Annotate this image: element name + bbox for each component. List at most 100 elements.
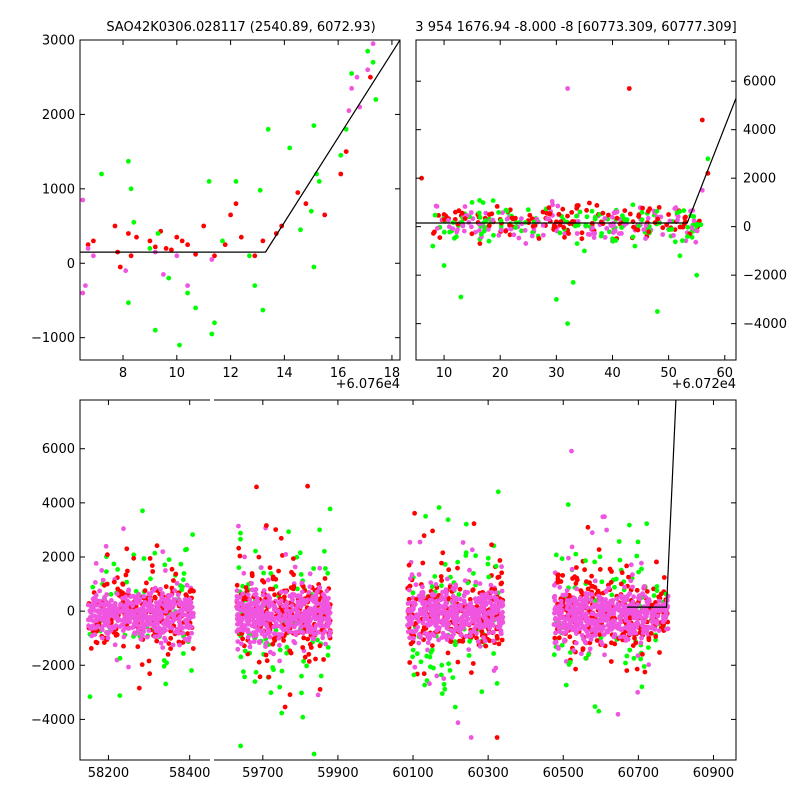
data-point-green (299, 673, 304, 679)
data-point-magenta (634, 615, 640, 621)
data-point-magenta (596, 612, 601, 618)
data-point-magenta (83, 283, 88, 288)
data-point-green (491, 651, 496, 656)
data-point-magenta (597, 594, 603, 600)
data-point-magenta (241, 603, 247, 609)
data-point-red (612, 641, 618, 647)
data-point-magenta (469, 224, 474, 230)
data-point-magenta (587, 232, 593, 238)
data-point-magenta (612, 632, 618, 637)
data-point-magenta (86, 617, 91, 623)
data-point-red (624, 668, 630, 673)
data-point-magenta (488, 594, 493, 600)
data-point-magenta (423, 601, 428, 607)
data-point-magenta (578, 615, 584, 621)
data-point-magenta (431, 619, 437, 625)
data-point-magenta (655, 613, 661, 619)
data-point-red (281, 638, 286, 643)
data-point-magenta (477, 643, 483, 649)
data-point-magenta (683, 238, 689, 244)
data-point-green (131, 552, 137, 558)
data-point-magenta (171, 617, 177, 623)
data-point-magenta (635, 602, 640, 608)
data-point-magenta (569, 566, 575, 572)
data-point-red (645, 208, 651, 214)
data-point-magenta (265, 610, 270, 616)
data-point-green (124, 579, 130, 585)
data-point-magenta (410, 595, 416, 601)
data-point-red (303, 201, 309, 207)
data-point-green (431, 665, 436, 671)
data-point-green (304, 663, 309, 669)
data-point-magenta (147, 596, 153, 601)
data-point-green (128, 186, 134, 192)
data-point-magenta (251, 630, 256, 636)
data-point-magenta (255, 606, 260, 612)
data-point-magenta (443, 587, 449, 592)
data-point-green (491, 232, 496, 238)
data-point-magenta (126, 664, 131, 670)
data-point-green (99, 171, 104, 177)
data-point-green (439, 583, 444, 589)
data-point-magenta (141, 594, 147, 599)
data-point-magenta (552, 640, 558, 646)
data-point-magenta (459, 607, 465, 613)
data-point-magenta (116, 609, 122, 615)
data-point-magenta (602, 235, 608, 240)
data-point-red (569, 210, 575, 215)
data-point-red (459, 210, 465, 216)
data-point-red (642, 669, 648, 675)
data-point-magenta (555, 203, 561, 209)
data-point-magenta (573, 640, 579, 646)
data-point-green (583, 655, 589, 661)
data-point-magenta (160, 645, 166, 650)
data-point-magenta (660, 619, 666, 625)
data-point-magenta (448, 604, 454, 610)
data-point-green (257, 187, 263, 193)
data-point-red (306, 651, 312, 657)
data-point-green (597, 554, 603, 560)
data-point-red (495, 575, 501, 580)
data-point-red (163, 246, 169, 251)
data-point-magenta (590, 225, 595, 231)
data-point-magenta (588, 597, 594, 603)
data-point-magenta (247, 618, 252, 624)
data-point-red (494, 633, 500, 639)
data-point-magenta (631, 622, 637, 628)
data-point-red (85, 242, 91, 248)
data-point-green (495, 489, 501, 495)
data-point-magenta (579, 651, 584, 657)
panel-bottom: 58200 58400 59700 59900 60100 60300 60500 60700… (31, 399, 737, 781)
data-point-magenta (234, 594, 240, 599)
data-point-green (477, 198, 482, 203)
data-point-magenta (235, 612, 241, 617)
data-point-magenta (292, 640, 298, 646)
data-point-magenta (113, 623, 119, 628)
data-point-red (91, 238, 96, 244)
data-point-magenta (163, 568, 168, 573)
data-point-magenta (166, 593, 171, 598)
data-point-red (570, 576, 575, 581)
data-point-magenta (282, 612, 288, 618)
data-point-red (301, 635, 307, 641)
data-point-magenta (476, 621, 482, 626)
data-point-red (120, 590, 125, 596)
data-point-magenta (498, 227, 504, 233)
data-point-magenta (241, 570, 247, 576)
data-point-red (237, 553, 243, 559)
data-point-magenta (427, 681, 432, 687)
data-point-green (577, 209, 583, 215)
data-point-green (163, 681, 169, 687)
data-point-red (163, 584, 169, 589)
data-point-magenta (423, 606, 428, 612)
data-point-green (166, 557, 172, 562)
data-point-magenta (323, 606, 329, 611)
data-point-magenta (311, 636, 317, 642)
data-point-magenta (467, 567, 472, 573)
data-point-magenta (671, 233, 676, 238)
data-point-magenta (163, 606, 169, 612)
data-point-red (439, 578, 444, 583)
data-point-red (412, 510, 417, 516)
data-point-magenta (283, 608, 289, 613)
data-point-green (111, 561, 117, 567)
